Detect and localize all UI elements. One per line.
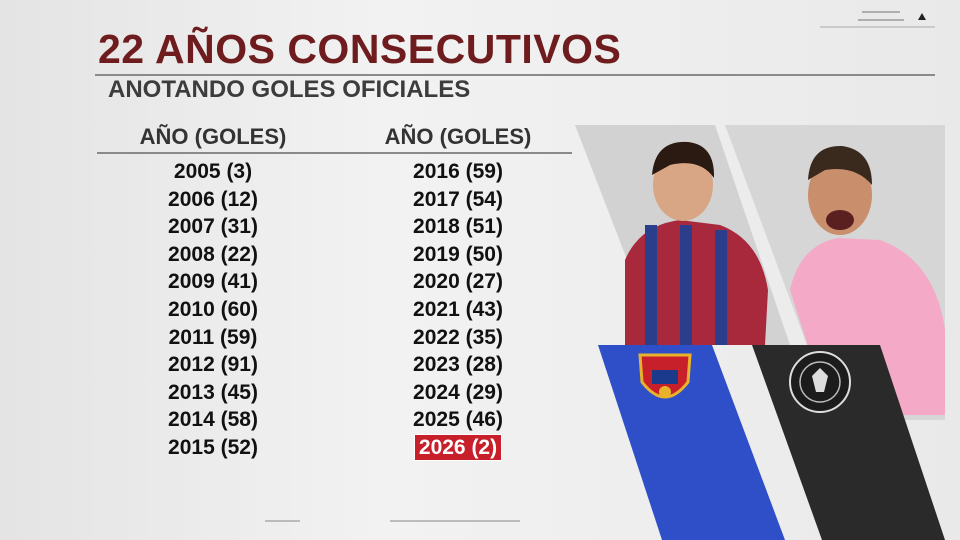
table-row: 2012 (91) — [93, 351, 333, 379]
table-row: 2015 (52) — [93, 434, 333, 462]
decor-arrow — [918, 13, 926, 20]
cell-text: 2008 (22) — [168, 242, 258, 266]
table-row: 2022 (35) — [338, 324, 578, 352]
table-row: 2007 (31) — [93, 213, 333, 241]
cell-text: 2021 (43) — [413, 297, 503, 321]
cell-text: 2014 (58) — [168, 408, 258, 432]
table-row: 2005 (3) — [93, 158, 333, 186]
table-row: 2013 (45) — [93, 379, 333, 407]
table-row: 2017 (54) — [338, 186, 578, 214]
club-crest-miami — [789, 351, 851, 413]
table-row: 2025 (46) — [338, 406, 578, 434]
club-crest-barcelona — [638, 353, 692, 399]
player-photo-left — [625, 141, 768, 345]
cell-text: 2022 (35) — [413, 325, 503, 349]
cell-text: 2018 (51) — [413, 215, 503, 239]
cell-text: 2011 (59) — [168, 325, 258, 349]
cell-text: 2016 (59) — [413, 160, 503, 183]
cell-text: 2013 (45) — [168, 380, 258, 404]
table-row: 2008 (22) — [93, 241, 333, 269]
column-header: AÑO (GOLES) — [384, 124, 532, 149]
table-row: 2020 (27) — [338, 268, 578, 296]
header-rule — [97, 152, 572, 154]
cell-text: 2012 (91) — [168, 353, 258, 377]
table-row: 2024 (29) — [338, 379, 578, 407]
table-row: 2009 (41) — [93, 268, 333, 296]
column: 2016 (59) 2017 (54) 2018 (51) 2019 (50) 2020… — [338, 158, 578, 462]
cell-text: 2017 (54) — [413, 187, 503, 211]
table-row: 2010 (60) — [93, 296, 333, 324]
column: 2005 (3) 2006 (12) 2007 (31) 2008 (22) 2009 … — [93, 158, 333, 462]
cell-text: 2020 (27) — [413, 270, 503, 294]
table-row: 2011 (59) — [93, 324, 333, 352]
table-row: 2026 (2) — [338, 433, 578, 462]
cell-text: 2019 (50) — [413, 242, 503, 266]
table-row: 2018 (51) — [338, 213, 578, 241]
cell-text: 2009 (41) — [168, 270, 258, 294]
cell-text: 2026 (2) — [413, 433, 503, 461]
title: 22 AÑOS CONSECUTIVOS — [98, 26, 622, 72]
table-row: 2021 (43) — [338, 296, 578, 324]
cell-text: 2007 (31) — [168, 215, 258, 239]
team-band-blue — [598, 345, 785, 540]
cell-text: 2006 (12) — [168, 187, 258, 211]
cell-text: 2025 (46) — [413, 408, 503, 432]
cell-text: 2023 (28) — [413, 353, 503, 377]
column-header: AÑO (GOLES) — [139, 124, 287, 149]
cell-text: 2005 (3) — [173, 160, 253, 183]
cell-text: 2024 (29) — [413, 380, 503, 404]
cell-text: 2015 (52) — [168, 435, 258, 459]
table-row: 2016 (59) — [338, 158, 578, 186]
subtitle: ANOTANDO GOLES OFICIALES — [108, 76, 471, 103]
table-row: 2023 (28) — [338, 351, 578, 379]
table-row: 2006 (12) — [93, 186, 333, 214]
table-row: 2019 (50) — [338, 241, 578, 269]
cell-text: 2010 (60) — [168, 297, 258, 321]
title-rule — [95, 74, 935, 76]
table-row: 2014 (58) — [93, 406, 333, 434]
